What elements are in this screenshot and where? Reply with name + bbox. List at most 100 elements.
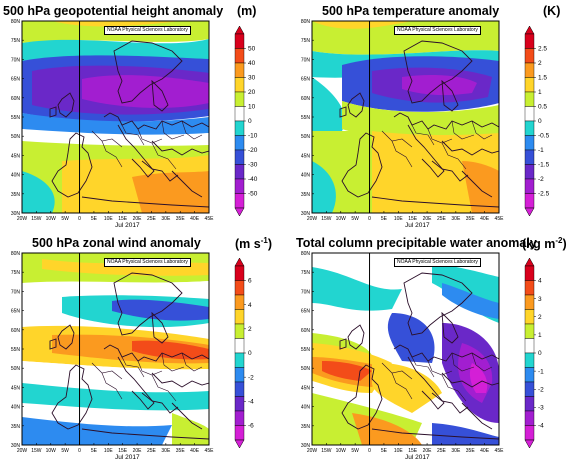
coastline	[403, 272, 473, 336]
panel-title: Total column precipitable water anomaly	[296, 236, 537, 250]
country-border	[427, 128, 453, 144]
longitude-label: 20W	[17, 216, 28, 222]
colorbar-tick-label: 40	[248, 60, 256, 67]
longitude-label: 5E	[91, 216, 98, 222]
colorbar-segment	[234, 309, 245, 325]
latitude-label: 55N	[301, 347, 311, 353]
latitude-label: 75N	[11, 38, 21, 44]
panel-title: 500 hPa zonal wind anomaly	[32, 236, 201, 250]
longitude-label: 30E	[161, 216, 171, 222]
longitude-label: 30E	[451, 448, 461, 454]
date-label: Jul 2017	[115, 222, 140, 229]
latitude-label: 60N	[11, 96, 21, 102]
colorbar-tick-label: 0	[248, 350, 252, 357]
coastline	[113, 40, 183, 104]
coastline	[407, 356, 445, 410]
colorbar-segment	[524, 178, 535, 194]
longitude-label: 10E	[394, 448, 404, 454]
anomaly-region	[312, 161, 336, 213]
panel-title: 500 hPa geopotential height anomaly	[3, 4, 224, 18]
coastline	[341, 132, 383, 198]
country-border	[391, 140, 413, 168]
colorbar-tick-label: 20	[248, 89, 256, 96]
colorbar-segment	[234, 439, 245, 449]
country-border	[181, 120, 203, 140]
colorbar-tick-label: 0.5	[538, 104, 547, 111]
latitude-label: 80N	[11, 19, 21, 25]
anomaly-region	[372, 362, 442, 413]
country-border	[91, 130, 123, 148]
longitude-label: 25E	[437, 216, 447, 222]
coastline	[339, 338, 347, 350]
coastline	[371, 196, 499, 208]
latitude-label: 35N	[301, 424, 311, 430]
longitude-label: 35E	[466, 448, 476, 454]
coastline	[103, 112, 209, 130]
map-area	[311, 20, 500, 214]
coastline	[57, 324, 75, 350]
coastline	[141, 160, 179, 182]
colorbar: 2.5 2 1.5 1 0.5 0 -0.5 -1 -1.5 -2 -2.5	[524, 25, 550, 217]
longitude-label: 40E	[190, 216, 200, 222]
colorbar-segment	[524, 280, 535, 296]
coastline	[117, 124, 155, 178]
latitude-label: 65N	[11, 309, 21, 315]
credit-label: NOAA Physical Sciences Laboratory	[394, 258, 481, 267]
latitude-label: 75N	[301, 270, 311, 276]
country-border	[101, 140, 123, 168]
colorbar-segment	[524, 410, 535, 426]
coastline	[441, 140, 499, 156]
longitude-label: 15E	[118, 448, 128, 454]
country-border	[181, 352, 203, 372]
colorbar-tick-label: -40	[248, 176, 258, 183]
country-border	[381, 362, 413, 380]
coastline	[117, 356, 155, 410]
colorbar-segment	[524, 338, 535, 354]
colorbar-segment	[524, 396, 535, 412]
anomaly-region	[132, 340, 209, 360]
colorbar-segment	[524, 323, 535, 339]
country-border	[441, 142, 467, 170]
colorbar-tick-label: 4	[538, 278, 542, 285]
panel-unit: (m s-1)	[235, 236, 272, 252]
colorbar-segment	[234, 257, 245, 267]
date-label: Jul 2017	[405, 222, 430, 229]
coastline	[51, 364, 93, 430]
panel-title: 500 hPa temperature anomaly	[322, 4, 500, 18]
country-border	[391, 372, 413, 400]
coastline	[103, 344, 209, 362]
latitude-label: 45N	[11, 385, 21, 391]
coastline	[393, 344, 499, 362]
longitude-label: 5E	[381, 448, 388, 454]
colorbar-tick-label: 2.5	[538, 46, 547, 53]
country-border	[161, 352, 185, 372]
temperature-panel: 500 hPa temperature anomaly (K) 80N 75N 70…	[290, 0, 573, 231]
latitude-label: 35N	[11, 192, 21, 198]
colorbar-segment	[234, 323, 245, 339]
colorbar-tick-label: 10	[248, 104, 256, 111]
coastline	[171, 402, 203, 430]
longitude-label: 5E	[91, 448, 98, 454]
colorbar-segment	[524, 207, 535, 217]
map-area	[21, 20, 210, 214]
colorbar-tick-label: -1	[538, 368, 544, 375]
country-border	[471, 352, 493, 372]
colorbar-segment	[234, 106, 245, 122]
colorbar-segment	[234, 338, 245, 354]
colorbar-segment	[234, 91, 245, 107]
longitude-label: 45E	[495, 216, 505, 222]
colorbar-tick-label: -1	[538, 147, 544, 154]
colorbar-segment	[234, 33, 245, 49]
coastline	[393, 112, 499, 130]
colorbar-tick-label: -0.5	[538, 133, 550, 140]
colorbar-segment	[234, 164, 245, 180]
coastline	[171, 170, 203, 198]
colorbar-tick-label: -3	[538, 405, 544, 412]
colorbar-tick-label: -30	[248, 162, 258, 169]
zonal-wind-panel: 500 hPa zonal wind anomaly (m s-1) 80N 75…	[0, 232, 286, 463]
latitude-label: 45N	[301, 153, 311, 159]
credit-label: NOAA Physical Sciences Laboratory	[394, 26, 481, 35]
coastline	[403, 40, 473, 104]
